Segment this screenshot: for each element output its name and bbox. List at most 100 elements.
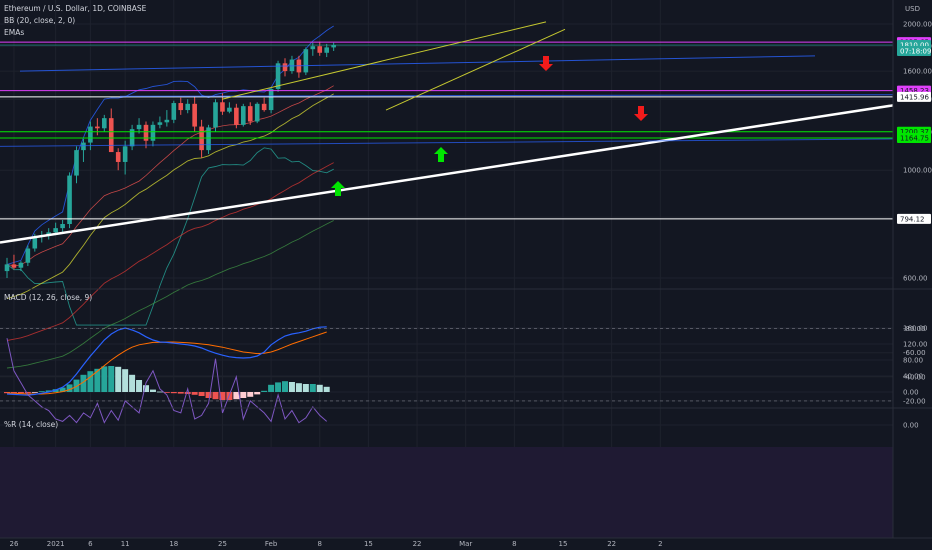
willr-line <box>6 338 328 424</box>
time-tick-label: 6 <box>88 540 93 548</box>
macd-histogram-bar <box>191 392 198 395</box>
symbol-title: Ethereum / U.S. Dollar, 1D, COINBASE <box>4 4 147 13</box>
ema-line <box>6 93 334 300</box>
candle-body <box>234 107 239 125</box>
candle-body <box>81 142 86 151</box>
macd-axis[interactable]: 160.00 120.00 80.00 40.00 0.00 <box>903 325 928 397</box>
time-tick-label: 18 <box>169 540 178 548</box>
willr-tick-label: -60.00 <box>903 349 926 357</box>
candle-body <box>18 262 24 268</box>
macd-histogram-bar <box>149 389 156 392</box>
macd-tick-label: 40.00 <box>903 373 923 381</box>
macd-line <box>6 326 327 396</box>
macd-histogram-bar <box>309 384 316 392</box>
price-tag-label: 1164.75 <box>900 135 929 143</box>
macd-histogram-bar <box>129 374 136 392</box>
macd-tick-label: 120.00 <box>903 341 928 349</box>
macd-histogram-bar <box>177 392 184 394</box>
candle-body <box>178 103 184 111</box>
macd-histogram-bar <box>31 392 38 393</box>
candle-body <box>11 264 17 268</box>
willr-pane[interactable]: %R (14, close) <box>0 328 893 538</box>
arrow-down-icon <box>634 106 648 121</box>
candle-body <box>157 122 163 125</box>
candle-body <box>317 46 323 53</box>
macd-histogram-bar <box>295 383 302 392</box>
macd-histogram-bar <box>24 392 31 394</box>
overlay-lines <box>6 25 334 369</box>
candle-body <box>206 127 211 151</box>
candle-body <box>74 150 79 176</box>
price-tag <box>897 133 931 144</box>
macd-histogram-bar <box>115 366 122 392</box>
wedge-line-yellow <box>221 21 547 100</box>
candle-body <box>220 102 225 112</box>
macd-histogram-bar <box>80 374 87 392</box>
price-tick-label: 1000.00 <box>903 167 932 175</box>
willr-tick-label: -20.00 <box>903 397 926 405</box>
willr-tick-label: -40.00 <box>903 373 926 381</box>
willr-legend: %R (14, close) <box>4 420 58 429</box>
candle-body <box>275 63 281 89</box>
candle-body <box>95 126 100 129</box>
macd-histogram-bar <box>122 369 129 392</box>
time-tick-label: 11 <box>121 540 130 548</box>
macd-histogram-bar <box>66 384 73 392</box>
macd-histogram-bar <box>316 384 323 392</box>
price-tag <box>897 91 931 102</box>
candle-body <box>108 118 114 153</box>
drawings <box>0 21 894 244</box>
time-axis[interactable]: 26 2021 6 11 18 25 Feb 8 15 22 Mar 8 15 22 2 <box>9 540 662 548</box>
candle-body <box>310 46 316 50</box>
candle-body <box>136 124 142 130</box>
time-tick-label: 8 <box>318 540 322 548</box>
macd-histogram-bar <box>247 392 254 397</box>
arrow-up-icon <box>331 181 345 196</box>
trend-line-blue <box>119 94 894 97</box>
macd-histogram-bar <box>163 392 170 393</box>
bb-lower-line <box>6 147 334 326</box>
currency-label: USD <box>905 5 920 13</box>
price-tag-label: 1415.96 <box>900 93 929 101</box>
macd-histogram-bar <box>275 382 282 392</box>
willr-axis[interactable]: 0.00-20.00-40.00-60.00-80.00 <box>903 325 926 429</box>
trend-line-blue <box>19 55 816 72</box>
candle-body <box>241 106 246 125</box>
willr-tick-label: 0.00 <box>903 422 919 430</box>
macd-histogram-bar <box>212 392 219 400</box>
time-tick-label: Feb <box>265 540 278 548</box>
macd-histogram-bar <box>45 390 52 392</box>
macd-histogram-bar <box>288 382 295 392</box>
macd-histogram-bar <box>261 390 268 392</box>
time-tick-label: 2021 <box>47 540 65 548</box>
macd-histogram-bar <box>170 392 177 394</box>
candle-body <box>171 103 177 120</box>
candle-body <box>143 124 149 141</box>
macd-histogram-bar <box>143 385 149 392</box>
macd-histogram-bar <box>302 384 309 392</box>
macd-histogram-bar <box>184 392 191 394</box>
time-tick-label: 15 <box>364 540 373 548</box>
macd-histogram-bar <box>323 386 330 392</box>
time-tick-label: 2 <box>658 540 662 548</box>
macd-histogram-bar <box>268 384 275 392</box>
macd-pane[interactable]: MACD (12, 26, close, 9) <box>4 293 330 400</box>
price-tag-label: 07:18:09 <box>900 47 931 55</box>
macd-tick-label: 80.00 <box>903 357 923 365</box>
arrow-up-icon <box>434 147 448 162</box>
candle-body <box>185 103 190 111</box>
candle-body <box>32 236 38 249</box>
price-tick-label: 1600.00 <box>903 68 932 76</box>
price-tag-label: 1458.23 <box>900 87 929 95</box>
macd-histogram-bar <box>17 392 24 394</box>
candle-body <box>268 88 274 111</box>
macd-histogram-bar <box>38 391 45 392</box>
macd-histogram-bar <box>10 392 17 394</box>
trend-line-blue <box>0 138 894 147</box>
time-tick-label: 15 <box>559 540 568 548</box>
candle-body <box>247 106 253 122</box>
price-tag <box>897 213 931 224</box>
macd-histogram-bar <box>254 392 261 395</box>
price-pane[interactable]: Ethereum / U.S. Dollar, 1D, COINBASE BB … <box>0 4 894 369</box>
